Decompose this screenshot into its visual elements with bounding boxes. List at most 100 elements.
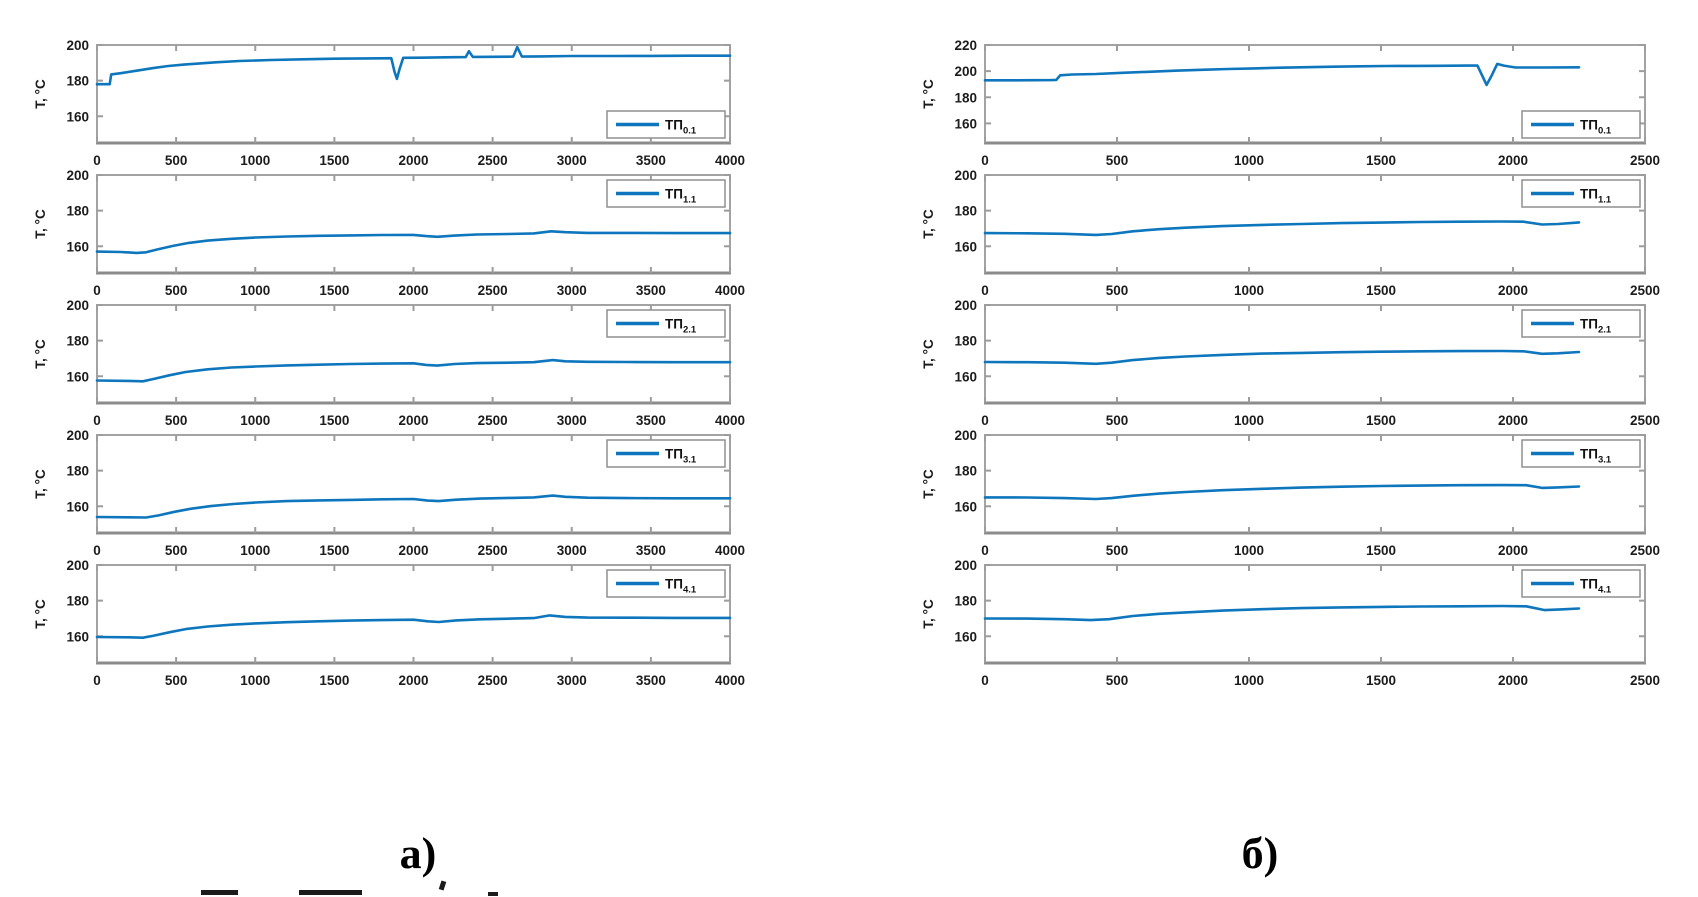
- x-tick-label: 4000: [715, 413, 745, 428]
- x-tick-label: 0: [93, 673, 101, 688]
- y-tick-label: 180: [66, 464, 89, 479]
- y-tick-label: 160: [66, 109, 89, 124]
- legend: ТП4.1: [606, 569, 726, 598]
- y-tick-label: 200: [954, 428, 977, 443]
- series-line: [983, 604, 1581, 622]
- y-axis-label: T, °C: [921, 209, 936, 239]
- x-tick-label: 0: [981, 413, 989, 428]
- y-tick-label: 200: [954, 64, 977, 79]
- y-tick-label: 180: [954, 90, 977, 105]
- x-tick-label: 1000: [1234, 543, 1264, 558]
- legend: ТП1.1: [1521, 179, 1641, 208]
- chart-svg: 0 500 1000 1500 2000 2500 160 180 200 T, °C ТП2.1: [921, 298, 1660, 428]
- caption-a: а): [399, 829, 437, 878]
- x-tick-label: 4000: [715, 283, 745, 298]
- x-tick-label: 1000: [1234, 283, 1264, 298]
- y-tick-label: 160: [66, 499, 89, 514]
- x-tick-label: 0: [981, 283, 989, 298]
- x-tick-label: 3000: [557, 413, 587, 428]
- chart-svg: 0 500 1000 1500 2000 2500 3000 3500 4000 160 180 20…: [33, 428, 745, 558]
- y-tick-label: 200: [66, 428, 89, 443]
- x-tick-label: 500: [1106, 153, 1129, 168]
- x-tick-label: 3500: [636, 283, 666, 298]
- x-tick-label: 2000: [1498, 543, 1528, 558]
- x-tick-label: 2000: [398, 543, 428, 558]
- y-tick-label: 180: [954, 204, 977, 219]
- chart-svg: 0 500 1000 1500 2000 2500 3000 3500 4000 160 180 20…: [33, 558, 745, 688]
- x-tick-label: 3000: [557, 283, 587, 298]
- x-tick-label: 2500: [1630, 673, 1660, 688]
- series-line: [95, 45, 732, 86]
- chart-a-2.1: 0 500 1000 1500 2000 2500 3000 3500 4000 160 180 20…: [22, 297, 755, 437]
- x-tick-label: 1500: [319, 543, 349, 558]
- chart-a-3.1: 0 500 1000 1500 2000 2500 3000 3500 4000 160 180 20…: [22, 427, 755, 567]
- series-line: [95, 494, 732, 519]
- legend: ТП3.1: [1521, 439, 1641, 468]
- y-axis-label: T, °C: [921, 79, 936, 109]
- x-tick-label: 4000: [715, 673, 745, 688]
- x-tick-label: 2500: [1630, 283, 1660, 298]
- x-tick-label: 500: [165, 413, 188, 428]
- x-tick-label: 1500: [1366, 413, 1396, 428]
- x-tick-label: 500: [165, 153, 188, 168]
- chart-b-1.1: 0 500 1000 1500 2000 2500 160 180 200 T, °C ТП1.1: [910, 167, 1670, 307]
- x-tick-label: 1000: [240, 283, 270, 298]
- series-line: [983, 483, 1581, 501]
- y-axis-label: T, °C: [921, 339, 936, 369]
- y-tick-label: 200: [66, 168, 89, 183]
- y-tick-label: 160: [66, 369, 89, 384]
- x-tick-label: 3000: [557, 153, 587, 168]
- x-tick-label: 2000: [1498, 673, 1528, 688]
- y-tick-label: 200: [954, 558, 977, 573]
- y-axis-label: T, °C: [33, 209, 48, 239]
- x-tick-label: 1000: [1234, 153, 1264, 168]
- x-tick-label: 0: [93, 413, 101, 428]
- y-tick-label: 160: [954, 369, 977, 384]
- x-tick-label: 1500: [319, 673, 349, 688]
- cropped-caption-fragment: [438, 880, 447, 891]
- y-axis-label: T, °C: [921, 599, 936, 629]
- x-tick-label: 2000: [1498, 283, 1528, 298]
- y-tick-label: 160: [66, 239, 89, 254]
- legend: ТП2.1: [1521, 309, 1641, 338]
- chart-b-3.1: 0 500 1000 1500 2000 2500 160 180 200 T, °C ТП3.1: [910, 427, 1670, 567]
- x-tick-label: 1500: [1366, 153, 1396, 168]
- x-tick-label: 3500: [636, 413, 666, 428]
- y-axis-label: T, °C: [921, 469, 936, 499]
- y-tick-label: 220: [954, 38, 977, 53]
- x-tick-label: 1000: [240, 673, 270, 688]
- chart-svg: 0 500 1000 1500 2000 2500 160 180 200 T, °C ТП1.1: [921, 168, 1660, 298]
- x-tick-label: 2500: [478, 283, 508, 298]
- chart-svg: 0 500 1000 1500 2000 2500 160 180 200 220 T, °C ТП0…: [921, 38, 1660, 168]
- y-tick-label: 180: [954, 334, 977, 349]
- x-tick-label: 1000: [240, 153, 270, 168]
- x-tick-label: 2500: [1630, 543, 1660, 558]
- x-tick-label: 2000: [398, 283, 428, 298]
- x-tick-label: 1000: [240, 543, 270, 558]
- x-tick-label: 500: [165, 543, 188, 558]
- y-tick-label: 160: [954, 629, 977, 644]
- x-tick-label: 0: [981, 153, 989, 168]
- x-tick-label: 0: [93, 543, 101, 558]
- cropped-caption-fragment: [488, 892, 498, 896]
- x-tick-label: 2500: [1630, 153, 1660, 168]
- x-tick-label: 1000: [1234, 413, 1264, 428]
- y-tick-label: 160: [954, 116, 977, 131]
- cropped-caption-fragment: [299, 890, 362, 895]
- y-tick-label: 200: [954, 298, 977, 313]
- x-tick-label: 500: [1106, 673, 1129, 688]
- x-tick-label: 0: [981, 673, 989, 688]
- series-line: [95, 358, 732, 383]
- y-tick-label: 180: [66, 334, 89, 349]
- legend: ТП0.1: [606, 110, 726, 139]
- chart-b-4.1: 0 500 1000 1500 2000 2500 160 180 200 T, °C ТП4.1: [910, 557, 1670, 697]
- y-tick-label: 200: [66, 558, 89, 573]
- y-tick-label: 180: [66, 204, 89, 219]
- y-axis-label: T, °C: [33, 79, 48, 109]
- x-tick-label: 3500: [636, 673, 666, 688]
- legend: ТП1.1: [606, 179, 726, 208]
- legend: ТП0.1: [1521, 110, 1641, 139]
- x-tick-label: 4000: [715, 543, 745, 558]
- x-tick-label: 4000: [715, 153, 745, 168]
